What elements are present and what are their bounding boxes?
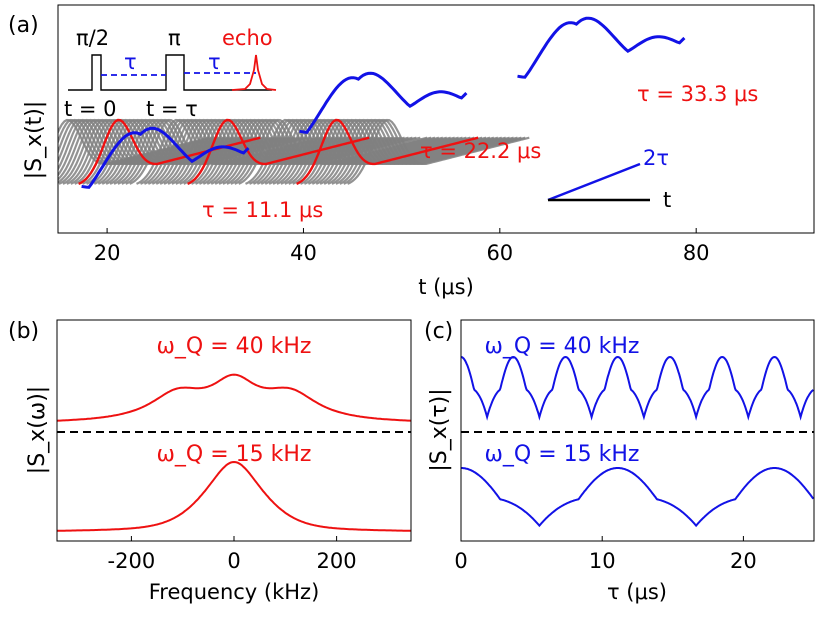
panel-b-xlabel: Frequency (kHz)	[149, 580, 320, 604]
inset-echo-signal	[231, 54, 277, 91]
slope-line-2tau	[547, 162, 641, 202]
slope-inset: 2τ t	[547, 146, 671, 212]
panel-a: (a) 20 40 60 80 t (μs) |S_x(t)| τ = 11.1 μs…	[8, 4, 815, 299]
series-label-tau-11: τ = 11.1 μs	[202, 198, 323, 222]
panel-a-plot	[58, 16, 686, 189]
panel-a-ylabel: |S_x(t)|	[22, 101, 47, 180]
panel-label-b: (b)	[8, 319, 39, 344]
panel-c: (c) 0 10 20 τ (μs) |S_x(τ)| ω_Q = 40 kHz ω…	[424, 319, 815, 604]
panel-label-c: (c)	[424, 319, 453, 344]
panel-b-xtick-label: 0	[227, 549, 240, 573]
pulse-sequence-inset: π/2 π echo τ τ t = 0 t = τ	[64, 26, 277, 121]
panel-c-frame	[460, 319, 815, 542]
panel-b-ylabel: |S_x(ω)|	[25, 386, 50, 474]
panel-c-series-label-40: ω_Q = 40 kHz	[485, 334, 640, 359]
panel-a-frame	[57, 4, 815, 234]
panel-c-xticks: 0 10 20	[454, 536, 757, 573]
panel-b-xticks: -200 0 200	[108, 536, 357, 573]
echo-amplitude-curve-40khz	[461, 355, 814, 421]
slope-label-2tau: 2τ	[643, 146, 669, 170]
envelope-curve	[81, 126, 250, 189]
echo-trace	[296, 118, 479, 185]
panel-a-xlabel: t (μs)	[418, 275, 474, 299]
slope-label-t: t	[663, 188, 671, 212]
panel-a-xtick-label: 60	[486, 241, 513, 265]
panel-c-xtick-label: 0	[454, 549, 467, 573]
pulse-90-label: π/2	[76, 26, 109, 50]
panel-label-a: (a)	[8, 13, 39, 38]
panel-b-xtick-label: 200	[317, 549, 357, 573]
echo-label: echo	[222, 26, 273, 50]
panel-b-xtick-label: -200	[108, 549, 156, 573]
panel-c-xtick-label: 10	[589, 549, 616, 573]
panel-c-xlabel: τ (μs)	[607, 580, 667, 604]
echo-trace-group	[78, 118, 479, 185]
tau-label-2: τ	[208, 50, 221, 74]
t-zero-label: t = 0	[64, 97, 117, 121]
panel-c-ylabel: |S_x(τ)|	[427, 388, 452, 471]
series-label-tau-33: τ = 33.3 μs	[637, 82, 758, 106]
panel-a-xtick-label: 20	[94, 241, 121, 265]
panel-c-plot	[461, 355, 814, 528]
envelope-curve	[299, 71, 468, 134]
panel-b: (b) -200 0 200 Frequency (kHz) |S_x(ω)| ω_…	[8, 319, 412, 604]
panel-c-series-label-15: ω_Q = 15 kHz	[485, 442, 640, 467]
pulse-180-label: π	[168, 26, 181, 50]
spectrum-curve-40khz	[57, 373, 411, 422]
series-label-tau-22: τ = 22.2 μs	[420, 139, 541, 163]
spectrum-curve-15khz	[57, 460, 411, 532]
panel-b-series-label-15: ω_Q = 15 kHz	[157, 442, 312, 467]
echo-trace	[78, 118, 261, 185]
envelope-curve	[517, 16, 686, 79]
envelope-group	[81, 16, 686, 189]
echo-trace	[187, 118, 370, 185]
panel-c-xtick-label: 20	[730, 549, 757, 573]
echo-amplitude-curve-15khz	[461, 467, 814, 528]
pulse-sequence-line	[68, 54, 272, 91]
t-tau-label: t = τ	[146, 97, 198, 121]
tau-label-1: τ	[124, 50, 137, 74]
panel-a-xticks: 20 40 60 80	[94, 228, 710, 265]
gray-trace	[347, 118, 530, 185]
panel-b-series-label-40: ω_Q = 40 kHz	[157, 334, 312, 359]
panel-a-xtick-label: 40	[290, 241, 317, 265]
panel-a-xtick-label: 80	[683, 241, 710, 265]
panel-b-plot	[57, 373, 411, 532]
